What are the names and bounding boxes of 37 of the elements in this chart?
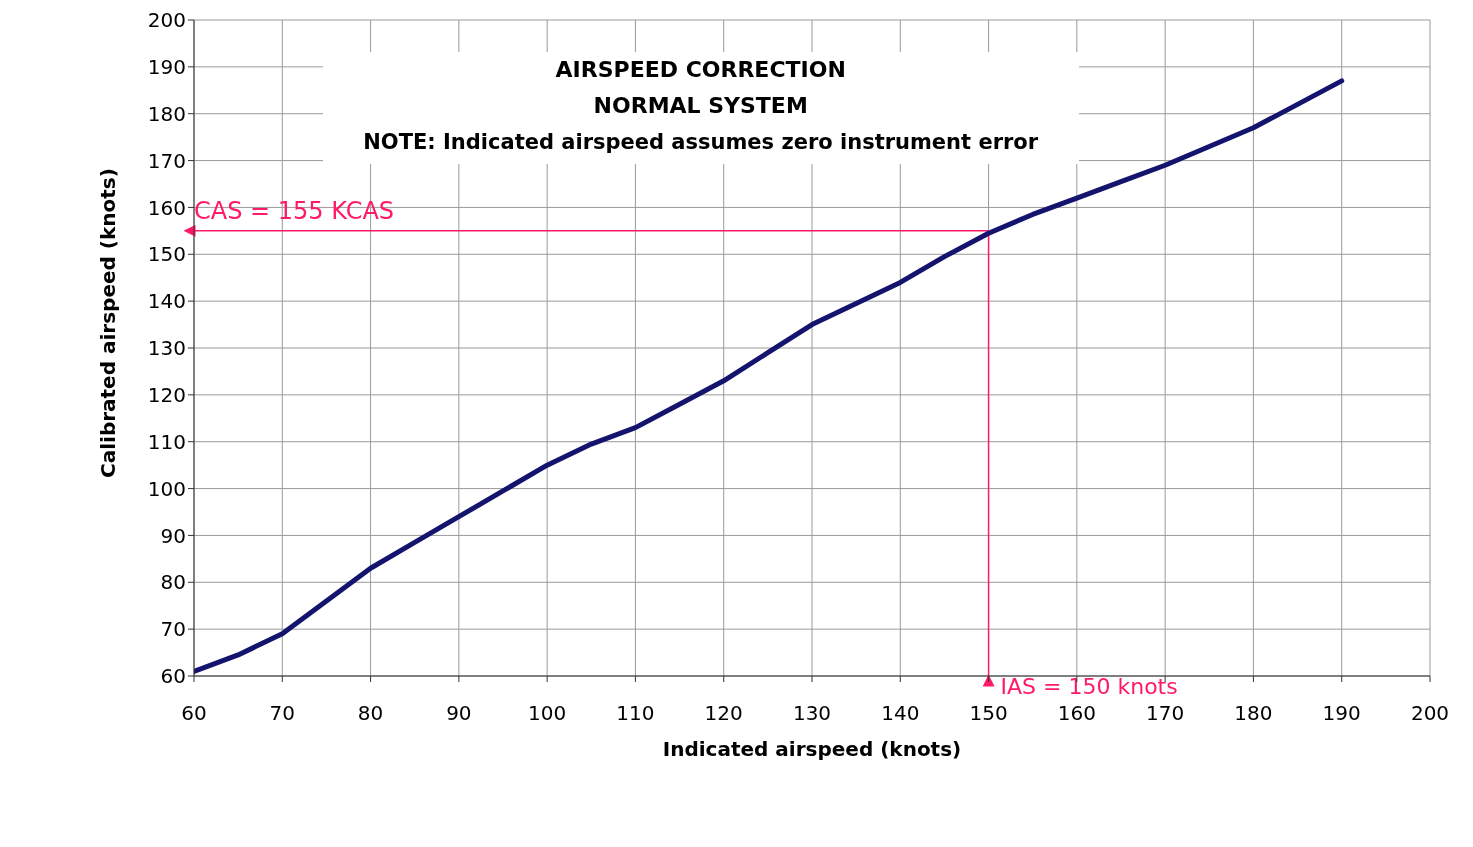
y-tick-label: 150 [147,242,186,267]
x-tick-label: 70 [269,701,296,726]
x-tick-label: 60 [181,701,207,726]
y-tick-label: 80 [160,570,186,595]
y-tick-label: 130 [147,336,186,361]
text: NORMAL SYSTEM [592,92,809,120]
x-tick-label: 140 [881,701,920,726]
y-tick-label: 160 [147,195,186,220]
y-tick-label: 200 [147,8,186,33]
x-tick-label: 200 [1410,701,1450,726]
y-tick-label: 70 [160,617,186,642]
x-tick-label: 120 [704,701,743,726]
y-tick-label: 140 [147,289,186,314]
x-tick-label: 130 [792,701,832,726]
x-tick-label: 170 [1146,701,1185,726]
x-tick-label: 190 [1322,701,1361,726]
x-tick-label: 150 [969,701,1008,726]
y-tick-label: 180 [147,101,186,126]
annotation: NOTE: Indicated airspeed assumes zero instrument error [362,129,1040,156]
x-tick-label: 160 [1057,701,1096,726]
y-tick-label: 60 [160,664,186,689]
ref-line-label: IAS = 150 knots [1000,674,1178,699]
x-tick-label: 110 [616,701,655,726]
y-tick-label: 170 [147,148,186,173]
y-tick-label: 100 [147,476,186,501]
x-tick-label: 180 [1234,701,1273,726]
x-tick-label: 100 [528,701,567,726]
y-tick-label: 120 [147,382,186,407]
x-tick-label: 80 [357,701,384,726]
x-tick-label: 90 [446,701,472,726]
ref-line-label: CAS = 155 KCAS [194,196,395,225]
x-axis-title: Indicated airspeed (knots) [662,737,962,761]
y-tick-label: 190 [147,54,186,79]
text: AIRSPEED CORRECTION [554,56,847,84]
y-tick-label: 90 [160,523,186,548]
y-tick-label: 110 [147,429,186,454]
y-axis-title: Calibrated airspeed (knots) [96,168,121,478]
